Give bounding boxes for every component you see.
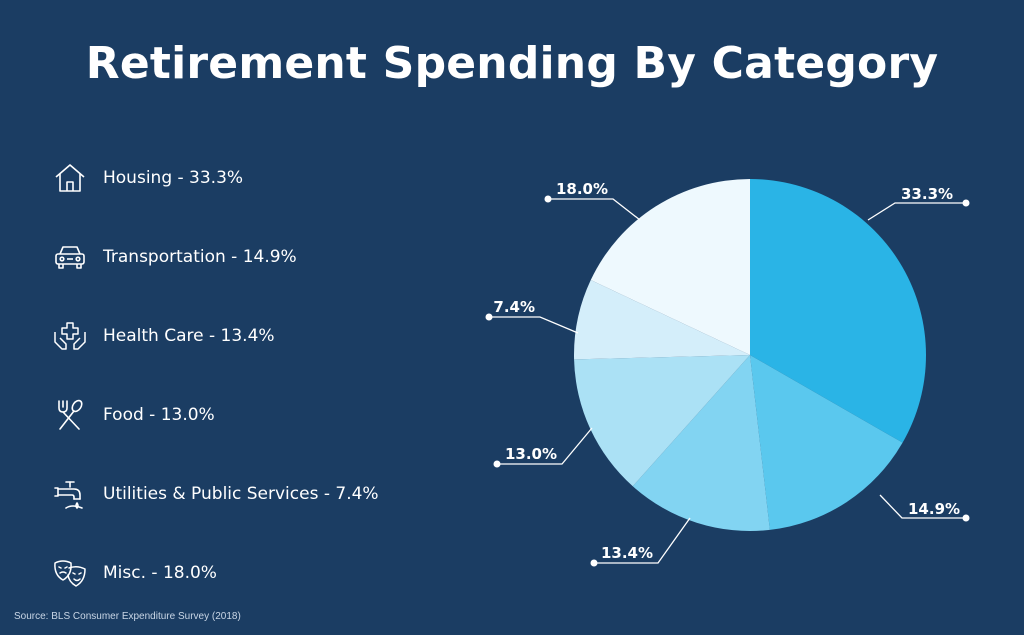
legend-label: Food - 13.0%: [103, 405, 215, 425]
pie-slice-housing: [750, 179, 926, 443]
callout-line: [548, 198, 641, 221]
legend-label: Housing - 33.3%: [103, 168, 244, 188]
data-label: 18.0%: [556, 180, 608, 198]
pie-slices: [574, 179, 926, 532]
legend-item-housing: Housing - 33.3%: [52, 158, 243, 198]
pie-slice-food: [574, 355, 750, 487]
theater-masks-icon: [52, 555, 88, 591]
legend-label: Transportation - 14.9%: [103, 247, 297, 267]
callout-line: [594, 517, 691, 564]
callout-line: [879, 494, 966, 519]
legend-item-misc: Misc. - 18.0%: [52, 553, 217, 593]
callout-line: [867, 202, 966, 221]
legend-item-utilities: Utilities & Public Services - 7.4%: [52, 474, 379, 514]
legend-label: Utilities & Public Services - 7.4%: [103, 484, 379, 504]
callout-dot: [962, 514, 970, 522]
data-label: 14.9%: [908, 500, 960, 518]
hands-medical-cross-icon: [52, 318, 88, 354]
callout-dot: [590, 559, 598, 567]
car-icon: [52, 239, 88, 275]
chart-title: Retirement Spending By Category: [85, 38, 939, 89]
pie-slice-health-care: [632, 355, 770, 532]
legend-item-health-care: Health Care - 13.4%: [52, 316, 275, 356]
legend-label: Misc. - 18.0%: [103, 563, 217, 583]
data-label: 33.3%: [901, 185, 953, 203]
data-label: 7.4%: [493, 298, 535, 316]
legend-item-transportation: Transportation - 14.9%: [52, 237, 297, 277]
callout-line: [489, 316, 579, 334]
fork-spoon-icon: [52, 397, 88, 433]
data-label: 13.4%: [601, 544, 653, 562]
pie-slice-misc: [590, 179, 750, 355]
callout-dot: [493, 460, 501, 468]
pie-slice-utilities-public-services: [574, 280, 750, 360]
data-label: 13.0%: [505, 445, 557, 463]
water-faucet-icon: [52, 476, 88, 512]
legend-label: Health Care - 13.4%: [103, 326, 275, 346]
callout-dot: [544, 195, 552, 203]
callout-dot: [485, 313, 493, 321]
callout-dot: [962, 199, 970, 207]
callout-line: [497, 427, 593, 465]
house-icon: [52, 160, 88, 196]
source-note: Source: BLS Consumer Expenditure Survey …: [14, 611, 241, 622]
pie-slice-transportation: [750, 355, 903, 530]
pie-callouts: 33.3% 14.9% 13.4% 13.0% 7.4% 18.0%: [485, 180, 970, 567]
legend-item-food: Food - 13.0%: [52, 395, 215, 435]
